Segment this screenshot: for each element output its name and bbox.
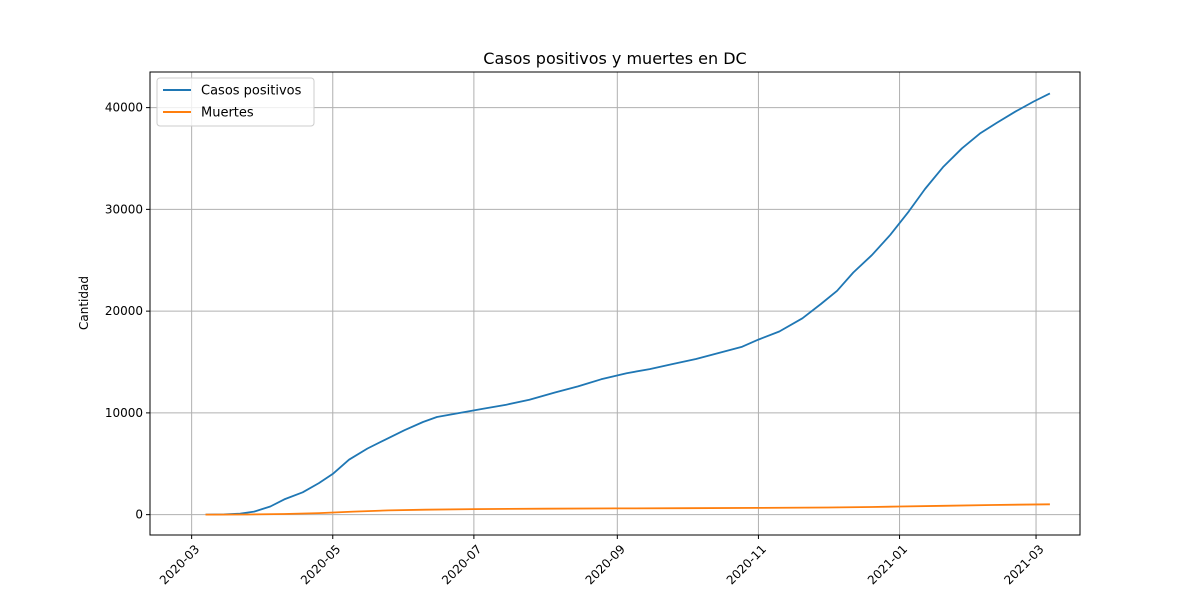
x-tick-label: 2020-03 (157, 542, 202, 587)
x-tick-label: 2020-05 (298, 542, 343, 587)
legend-box (156, 77, 315, 127)
y-tick-label: 40000 (105, 101, 143, 115)
x-tick-label: 2021-01 (865, 542, 910, 587)
x-tick-label: 2020-09 (583, 542, 628, 587)
chart-title: Casos positivos y muertes en DC (483, 49, 746, 68)
legend-label: Casos positivos (201, 84, 302, 99)
legend-label: Muertes (201, 106, 254, 121)
x-tick-label: 2020-11 (724, 542, 769, 587)
x-tick-label: 2021-03 (1001, 542, 1046, 587)
y-tick-label: 0 (135, 508, 143, 522)
y-axis-label: Cantidad (77, 276, 91, 330)
plot-frame (149, 71, 1081, 536)
y-tick-label: 30000 (105, 202, 143, 216)
series-layer (205, 92, 1051, 516)
series-line-casos-positivos (205, 92, 1051, 516)
y-tick-label: 20000 (105, 304, 143, 318)
y-tick-label: 10000 (105, 406, 143, 420)
series-line-muertes (205, 503, 1050, 516)
legend: Casos positivos Muertes (156, 77, 315, 127)
grid (150, 72, 1080, 535)
x-tick-label: 2020-07 (439, 542, 484, 587)
